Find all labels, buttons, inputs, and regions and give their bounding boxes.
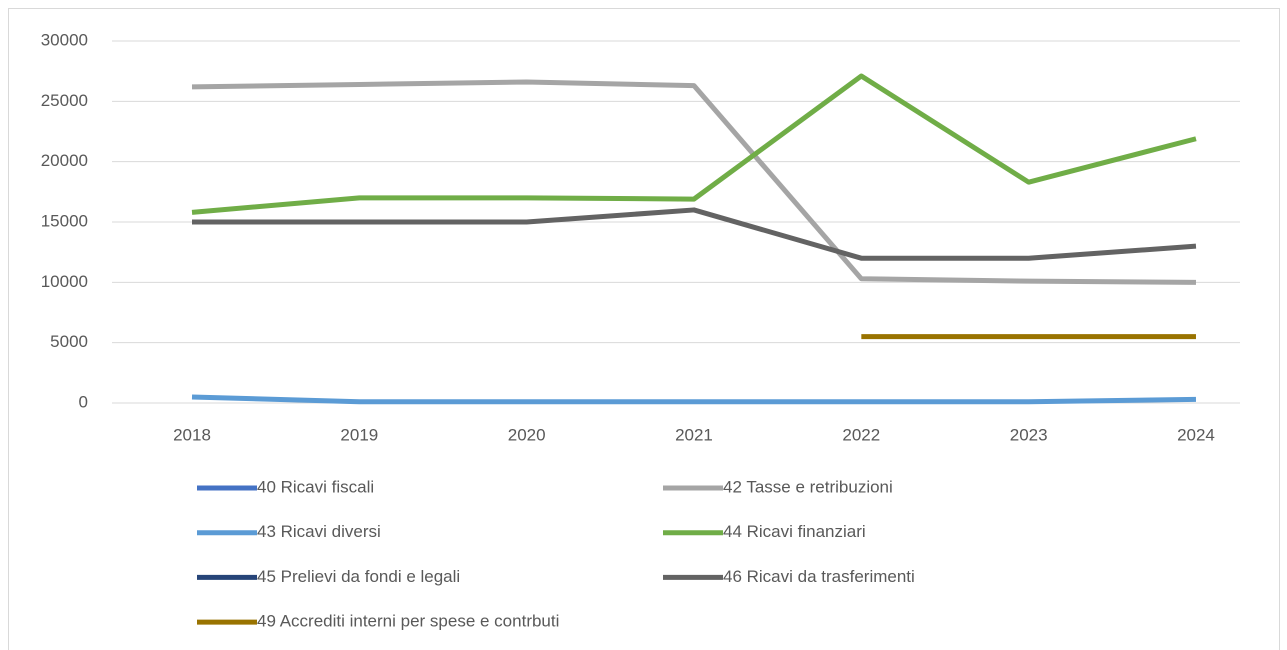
y-tick-label: 20000 (41, 151, 88, 170)
y-tick-label: 15000 (41, 211, 88, 230)
x-tick-label: 2023 (1010, 425, 1048, 444)
legend-label: 49 Accrediti interni per spese e contrbu… (257, 612, 559, 631)
series-line (191, 79, 1196, 285)
x-tick-label: 2021 (675, 425, 713, 444)
y-tick-label: 30000 (41, 30, 88, 49)
y-tick-label: 0 (79, 392, 88, 411)
legend-label: 40 Ricavi fiscali (257, 477, 374, 496)
legend-label: 42 Tasse e retribuzioni (723, 477, 893, 496)
legend-label: 45 Prelievi da fondi e legali (257, 567, 460, 586)
series-line (192, 207, 1197, 261)
y-tick-label: 10000 (41, 272, 88, 291)
x-tick-label: 2020 (508, 425, 546, 444)
legend-label: 43 Ricavi diversi (257, 522, 381, 541)
y-tick-label: 25000 (41, 91, 88, 110)
x-tick-label: 2024 (1177, 425, 1215, 444)
y-tick-label: 5000 (50, 332, 88, 351)
series-line (191, 73, 1197, 215)
series-line (191, 394, 1197, 405)
x-tick-label: 2019 (340, 425, 378, 444)
x-tick-label: 2022 (842, 425, 880, 444)
legend-label: 46 Ricavi da trasferimenti (723, 567, 915, 586)
legend-label: 44 Ricavi finanziari (723, 522, 866, 541)
chart-border (8, 8, 1280, 650)
x-tick-label: 2018 (173, 425, 211, 444)
